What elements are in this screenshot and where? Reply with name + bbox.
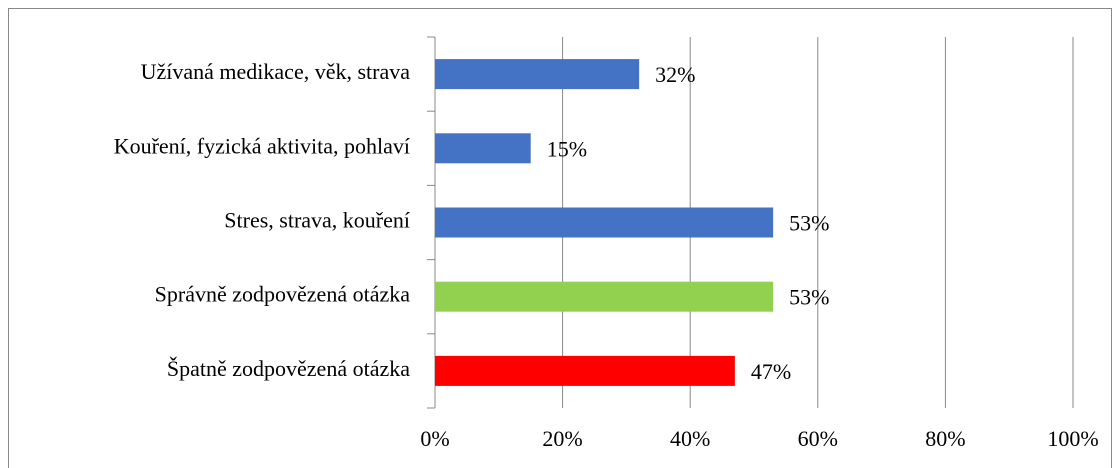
y-tick-label: Stres, strava, kouření — [224, 208, 410, 233]
y-tick-label: Užívaná medikace, věk, strava — [141, 59, 411, 84]
bar — [435, 281, 774, 312]
x-tick-label: 20% — [542, 426, 582, 451]
value-label: 32% — [655, 62, 695, 87]
y-tick-label: Kouření, fyzická aktivita, pohlaví — [114, 133, 410, 158]
bar — [435, 133, 531, 164]
chart-frame — [8, 8, 1112, 468]
y-tick-label: Špatně zodpovězená otázka — [167, 356, 410, 381]
value-label: 15% — [547, 136, 587, 161]
value-label: 53% — [789, 211, 829, 236]
x-tick-label: 40% — [670, 426, 710, 451]
bar — [435, 355, 735, 386]
x-tick-label: 0% — [420, 426, 449, 451]
value-label: 47% — [751, 359, 791, 384]
bar — [435, 59, 640, 90]
y-tick-label: Správně zodpovězená otázka — [155, 282, 411, 307]
bar — [435, 207, 774, 238]
x-tick-label: 60% — [798, 426, 838, 451]
value-label: 53% — [789, 285, 829, 310]
x-tick-label: 80% — [925, 426, 965, 451]
x-tick-label: 100% — [1047, 426, 1098, 451]
